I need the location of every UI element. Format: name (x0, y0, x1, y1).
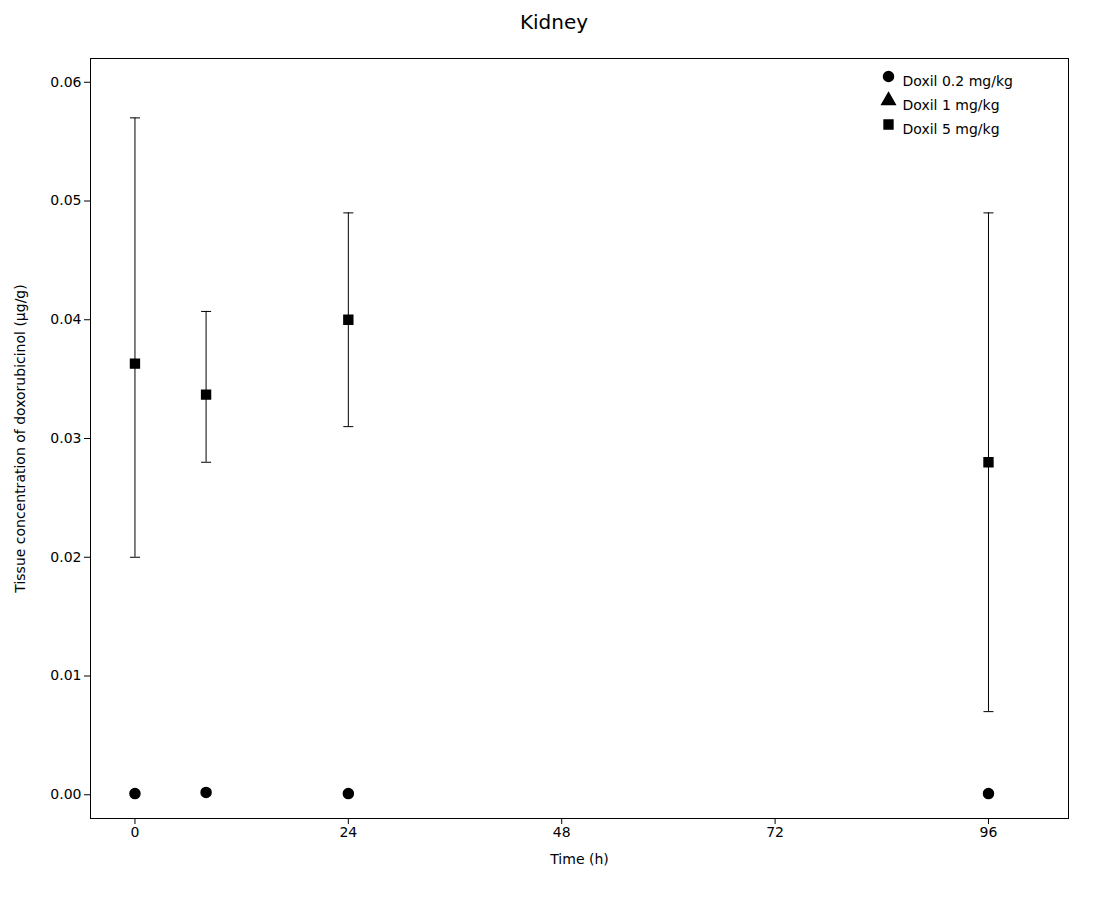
svg-text:Doxil 0.2 mg/kg: Doxil 0.2 mg/kg (903, 73, 1013, 89)
svg-text:Doxil 1 mg/kg: Doxil 1 mg/kg (903, 97, 1000, 113)
svg-text:0: 0 (130, 824, 139, 840)
svg-text:Doxil 5 mg/kg: Doxil 5 mg/kg (903, 121, 1000, 137)
svg-text:Time (h): Time (h) (549, 851, 609, 867)
svg-text:0.06: 0.06 (50, 74, 81, 90)
svg-text:0.03: 0.03 (50, 430, 81, 446)
svg-text:Tissue concentration of doxoru: Tissue concentration of doxorubicinol (μ… (12, 284, 28, 593)
svg-text:24: 24 (339, 824, 357, 840)
svg-text:48: 48 (553, 824, 571, 840)
svg-text:96: 96 (980, 824, 998, 840)
svg-text:0.04: 0.04 (50, 311, 81, 327)
svg-text:0.02: 0.02 (50, 549, 81, 565)
svg-text:0.01: 0.01 (50, 667, 81, 683)
html-text:Kidney: Kidney (519, 10, 589, 34)
svg-text:72: 72 (766, 824, 784, 840)
svg-text:0.00: 0.00 (50, 786, 81, 802)
svg-text:0.05: 0.05 (50, 192, 81, 208)
